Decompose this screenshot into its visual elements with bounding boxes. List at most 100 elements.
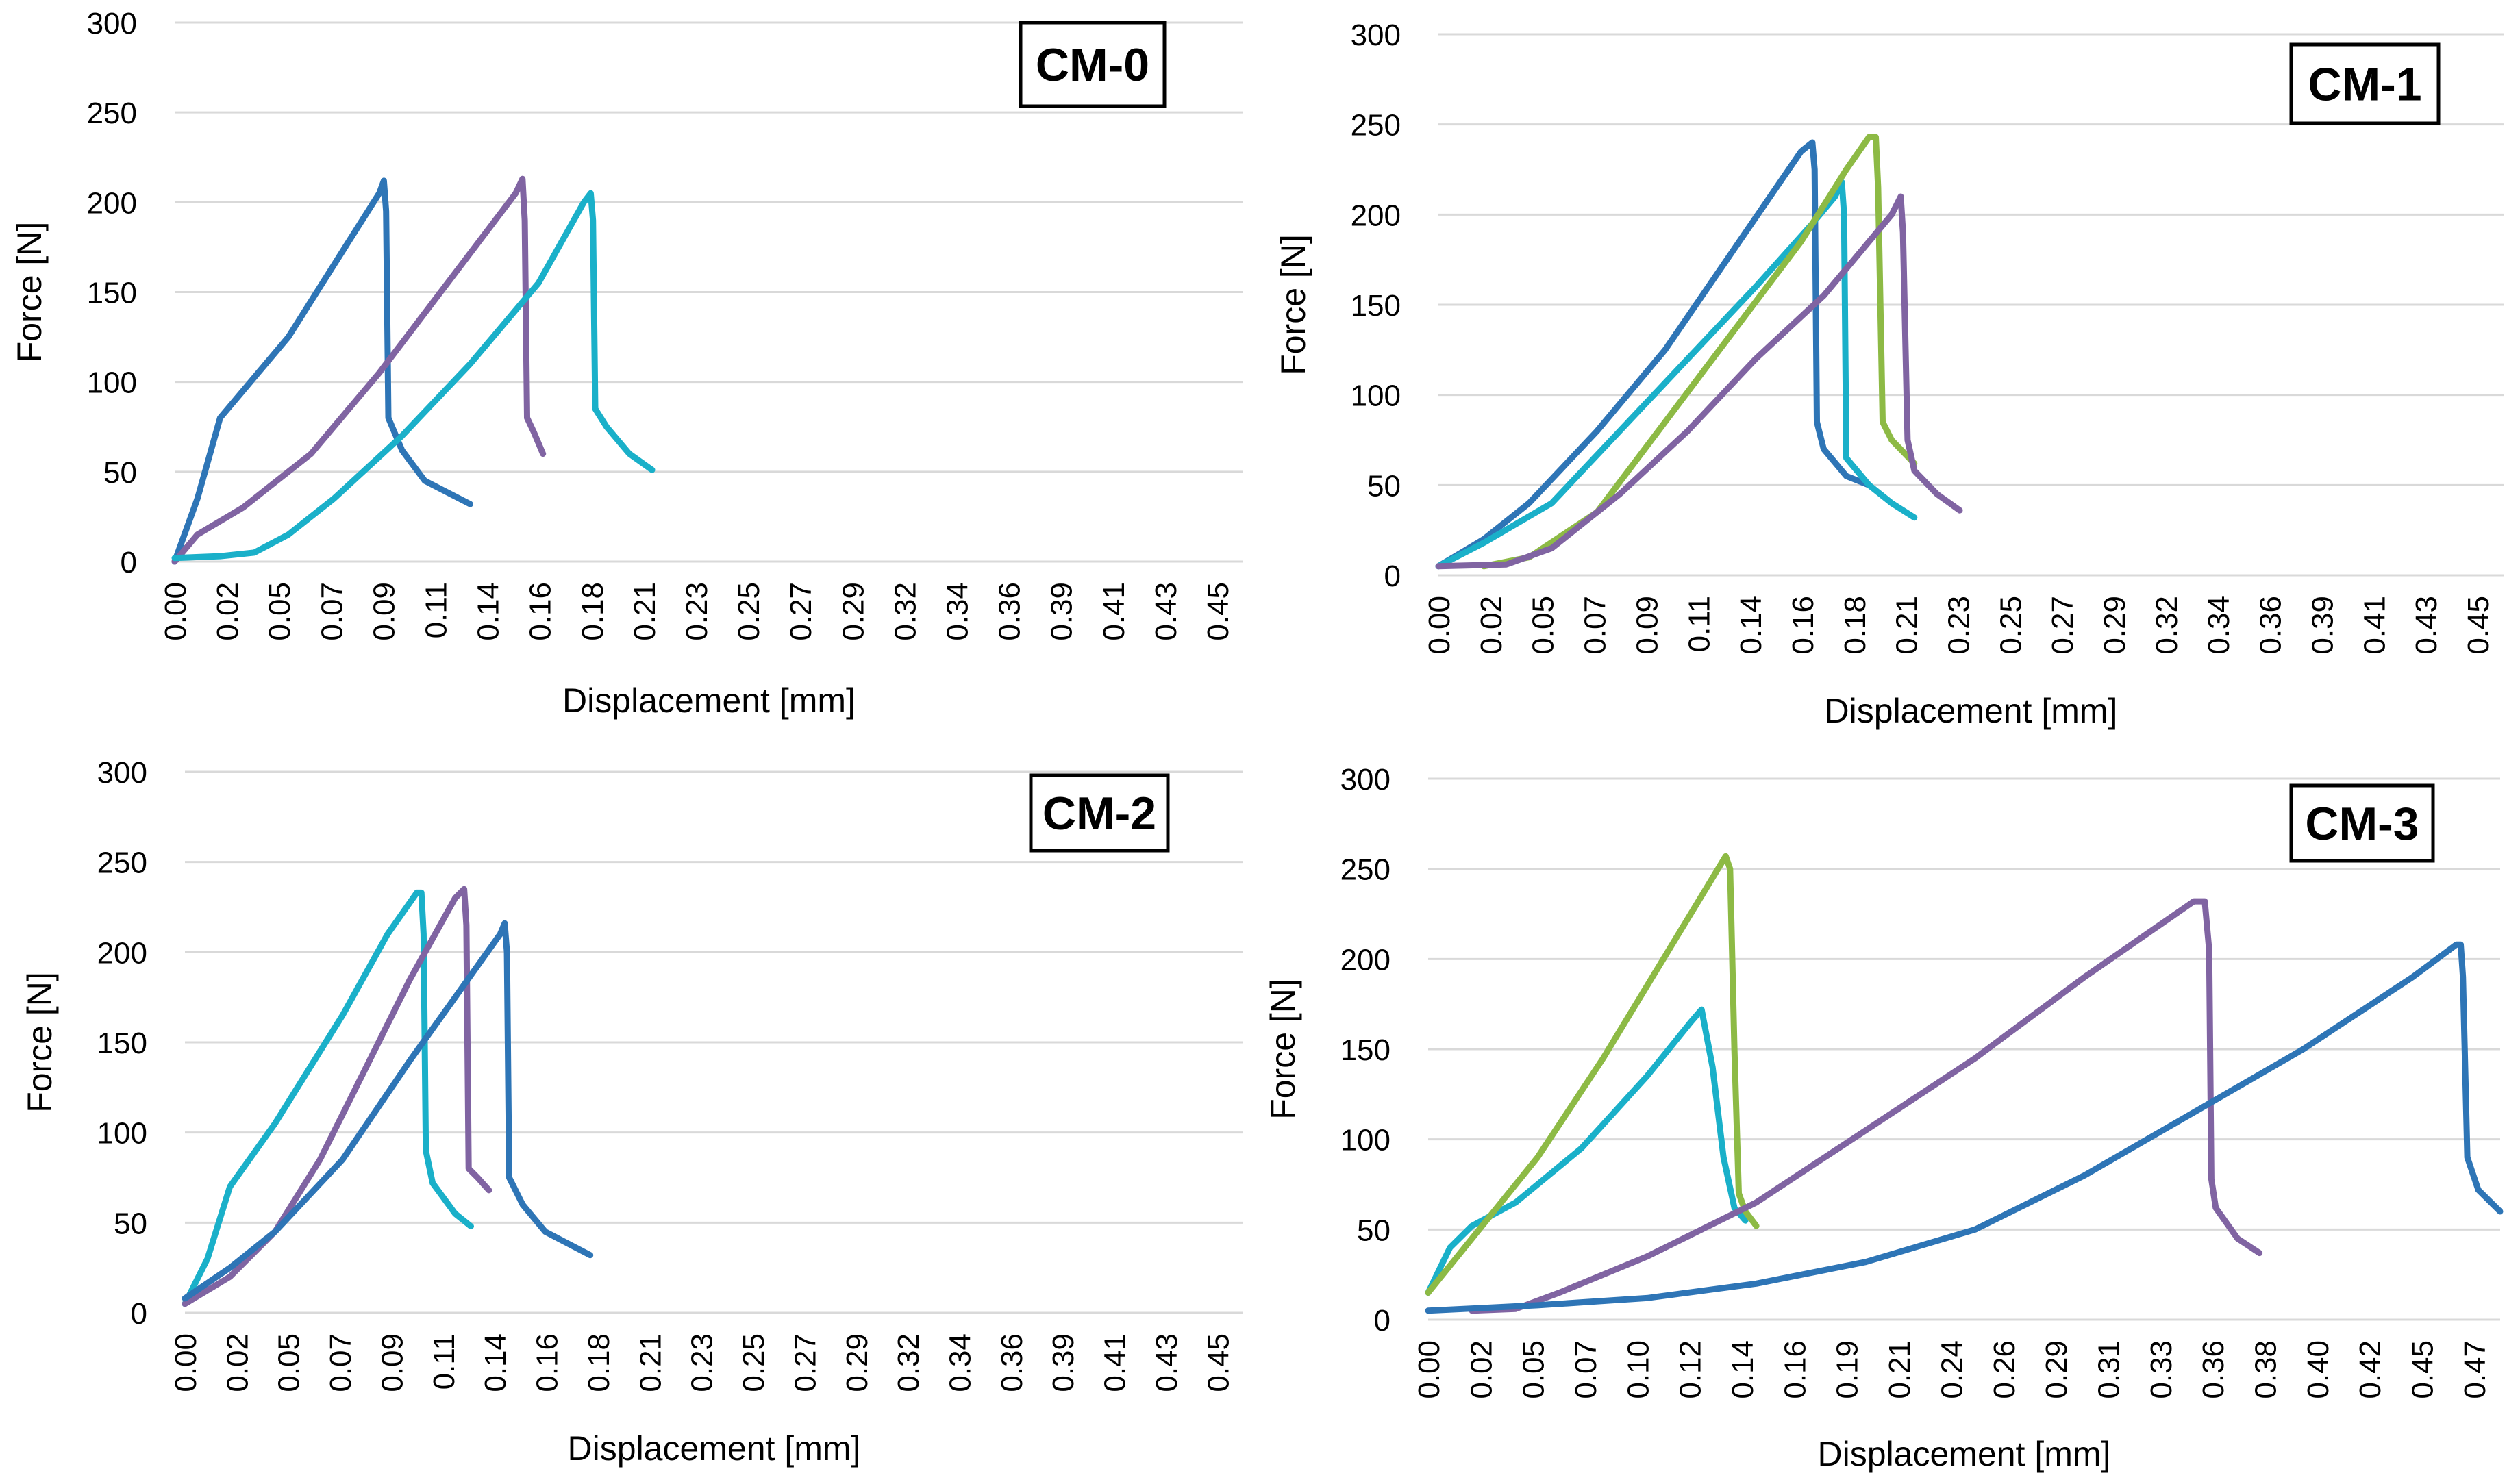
x-tick-label: 0.16 — [524, 582, 558, 641]
x-tick-label: 0.21 — [1891, 596, 1924, 655]
y-tick-label: 250 — [97, 846, 147, 880]
y-tick-label: 200 — [1340, 943, 1390, 977]
x-tick-label: 0.16 — [1786, 596, 1820, 655]
chart-cm-1-svg: 0 50 100 150 200 250 300 0.00 0.02 0.05 0.07 0.09 0.… — [1274, 18, 2504, 730]
x-tick-label: 0.16 — [1778, 1340, 1812, 1399]
x-tick-label: 0.33 — [2145, 1340, 2178, 1399]
y-tick-label: 150 — [1340, 1033, 1390, 1067]
x-tick-label: 0.41 — [1097, 582, 1131, 641]
x-tick-label: 0.05 — [1527, 596, 1560, 655]
title-box — [1019, 21, 1167, 108]
x-tick-label: 0.14 — [472, 582, 506, 641]
chart-cm-0-svg: 0 50 100 150 200 250 300 0.00 0.02 0.05 0.07 0.09 0.… — [10, 7, 1243, 720]
y-tick-label: 300 — [97, 756, 147, 790]
chart-cm-3: 0 50 100 150 200 250 300 0.00 0.02 0.05 0.07 0.10 0.… — [1260, 741, 2520, 1482]
x-tick-label: 0.34 — [2202, 596, 2236, 655]
series-line-purple — [1435, 193, 1963, 570]
y-tick-label: 250 — [1340, 853, 1390, 887]
x-tick-label: 0.16 — [531, 1333, 564, 1392]
x-tick-label: 0.00 — [1412, 1340, 1446, 1399]
x-tick-label: 0.42 — [2354, 1340, 2387, 1399]
x-tick-label: 0.36 — [993, 582, 1027, 641]
chart-title: CM-1 — [2308, 59, 2421, 111]
x-tick-label: 0.23 — [1943, 596, 1976, 655]
y-tick-label: 100 — [1340, 1124, 1390, 1157]
x-tick-label: 0.29 — [836, 582, 870, 641]
x-tick-label: 0.19 — [1831, 1340, 1864, 1399]
x-tick-label: 0.29 — [2040, 1340, 2073, 1399]
chart-title: CM-3 — [2305, 798, 2419, 850]
x-tick-label: 0.29 — [840, 1333, 874, 1392]
y-tick-label: 200 — [97, 936, 147, 970]
series-line-purple — [1469, 898, 2263, 1314]
y-axis-title: Force [N] — [1274, 234, 1312, 375]
x-tick-label: 0.07 — [324, 1333, 358, 1392]
x-tick-label: 0.14 — [479, 1333, 512, 1392]
x-tick-label: 0.45 — [2462, 596, 2495, 655]
title-box — [2289, 42, 2441, 125]
title-box — [1029, 773, 1170, 853]
x-axis-title: Displacement [mm] — [1818, 1435, 2111, 1473]
y-tick-label: 0 — [1374, 1304, 1390, 1337]
x-tick-label: 0.39 — [1047, 1333, 1080, 1392]
x-tick-label: 0.34 — [940, 582, 974, 641]
x-tick-label: 0.07 — [1569, 1340, 1603, 1399]
x-tick-label: 0.25 — [737, 1333, 771, 1392]
x-tick-label: 0.21 — [1883, 1340, 1917, 1399]
chart-title: CM-0 — [1036, 39, 1149, 91]
y-tick-label: 0 — [121, 546, 137, 579]
x-tick-label: 0.47 — [2458, 1340, 2492, 1399]
x-tick-label: 0.39 — [1045, 582, 1079, 641]
y-tick-label: 100 — [1351, 379, 1401, 413]
x-tick-label: 0.11 — [419, 582, 453, 638]
x-tick-label: 0.24 — [1935, 1340, 1969, 1399]
x-tick-label: 0.25 — [1994, 596, 2028, 655]
chart-cm-3-svg: 0 50 100 150 200 250 300 0.00 0.02 0.05 0.07 0.10 0.… — [1264, 763, 2504, 1473]
y-axis-title: Force [N] — [10, 222, 49, 363]
x-tick-label: 0.41 — [2358, 596, 2391, 655]
y-tick-label: 200 — [87, 186, 137, 220]
x-tick-label: 0.00 — [1423, 596, 1456, 655]
x-tick-label: 0.45 — [1201, 1333, 1235, 1392]
x-tick-label: 0.02 — [1475, 596, 1508, 655]
x-tick-label: 0.32 — [892, 1333, 925, 1392]
x-axis-title: Displacement [mm] — [568, 1429, 861, 1468]
x-tick-label: 0.11 — [427, 1333, 461, 1390]
x-tick-label: 0.02 — [221, 1333, 254, 1392]
x-axis-title: Displacement [mm] — [1825, 692, 2118, 730]
x-tick-label: 0.00 — [159, 582, 192, 641]
y-tick-label: 50 — [1367, 469, 1401, 503]
x-tick-label: 0.27 — [788, 1333, 822, 1392]
x-tick-label: 0.26 — [1988, 1340, 2021, 1399]
x-tick-label: 0.38 — [2249, 1340, 2282, 1399]
series-line-cyan — [1425, 1006, 1749, 1296]
x-tick-label: 0.31 — [2092, 1340, 2125, 1399]
chart-cm-0: 0 50 100 150 200 250 300 0.00 0.02 0.05 0.07 0.09 0.… — [0, 0, 1260, 741]
series-line-blue — [1425, 941, 2504, 1314]
chart-title: CM-2 — [1043, 788, 1156, 840]
x-tick-label: 0.07 — [1579, 596, 1612, 655]
x-tick-label: 0.32 — [2150, 596, 2184, 655]
x-tick-label: 0.18 — [582, 1333, 616, 1392]
y-tick-label: 300 — [87, 7, 137, 40]
x-tick-label: 0.10 — [1621, 1340, 1655, 1399]
y-tick-label: 50 — [103, 456, 137, 490]
y-tick-label: 50 — [1357, 1214, 1390, 1247]
y-tick-label: 50 — [114, 1207, 147, 1240]
y-tick-label: 100 — [97, 1117, 147, 1151]
x-tick-label: 0.21 — [628, 582, 662, 641]
x-tick-label: 0.43 — [1149, 582, 1183, 641]
y-tick-label: 150 — [87, 277, 137, 310]
x-tick-label: 0.41 — [1099, 1333, 1132, 1392]
x-tick-label: 0.05 — [273, 1333, 306, 1392]
x-tick-label: 0.36 — [995, 1333, 1029, 1392]
x-tick-label: 0.43 — [1150, 1333, 1184, 1392]
y-tick-label: 100 — [87, 366, 137, 400]
series-line-blue — [171, 177, 473, 565]
x-tick-label: 0.25 — [732, 582, 766, 641]
series-line-cyan — [182, 889, 474, 1307]
x-tick-label: 0.05 — [1517, 1340, 1551, 1399]
x-tick-label: 0.02 — [211, 582, 245, 641]
x-tick-label: 0.05 — [263, 582, 297, 641]
x-tick-label: 0.12 — [1674, 1340, 1708, 1399]
